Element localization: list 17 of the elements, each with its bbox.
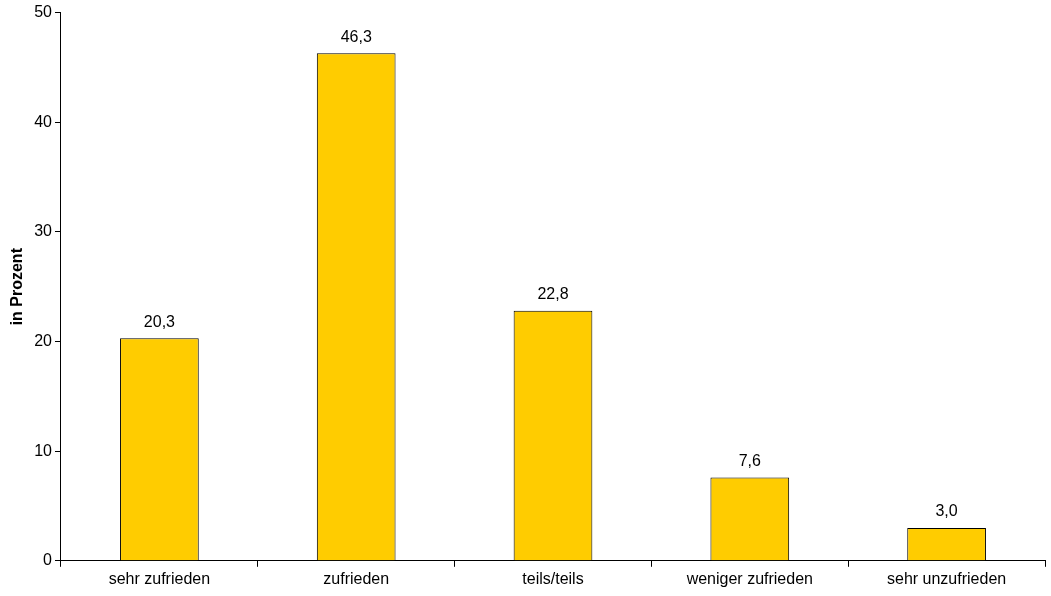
y-tick-label: 20 [34, 331, 53, 349]
data-label: 46,3 [340, 27, 372, 45]
data-label: 20,3 [143, 312, 176, 330]
y-tick-label: 0 [43, 551, 53, 569]
data-label: 7,6 [738, 451, 762, 469]
x-tick-label: zufrieden [323, 569, 390, 587]
x-tick-label: teils/teils [522, 569, 584, 587]
x-tick-label: weniger zufrieden [685, 569, 813, 587]
y-axis-title: in Prozent [8, 247, 26, 326]
y-tick-label: 40 [34, 112, 53, 130]
y-tick-label: 10 [34, 441, 53, 459]
data-label: 3,0 [935, 502, 958, 520]
x-tick-label: sehr unzufrieden [887, 569, 1007, 587]
y-tick-label: 30 [34, 222, 53, 240]
y-tick-label: 50 [34, 3, 53, 21]
data-label: 22,8 [537, 285, 569, 303]
x-tick-label: sehr zufrieden [108, 569, 211, 587]
